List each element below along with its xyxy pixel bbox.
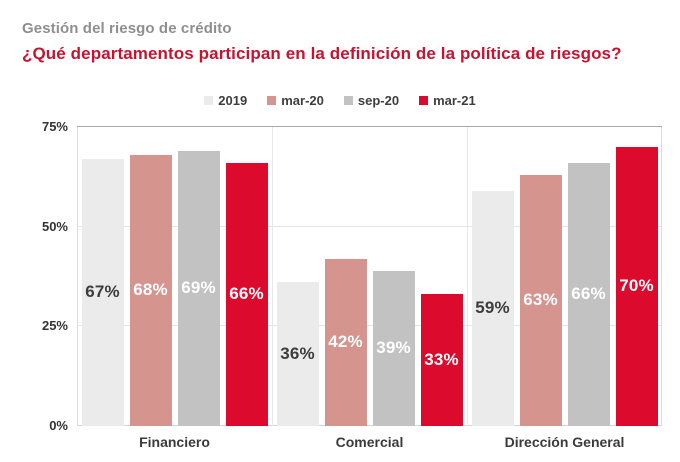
bar: 42% [324, 258, 367, 426]
x-axis-category-label: Financiero [139, 434, 210, 450]
legend-item: 2019 [204, 93, 247, 108]
legend-swatch-icon [419, 96, 429, 105]
gridline [77, 126, 662, 127]
plot-right-border [661, 127, 662, 426]
bar-group: 59% 63% 66% 70% [467, 127, 662, 426]
bar-value-label: 33% [424, 350, 459, 370]
y-axis-tick-label: 75% [41, 119, 68, 134]
bar-value-label: 42% [328, 332, 363, 352]
bar-value-label: 67% [85, 282, 120, 302]
x-axis-category-label: Dirección General [504, 434, 625, 450]
bar: 39% [372, 270, 415, 426]
bar: 66% [225, 162, 268, 426]
bar: 68% [129, 154, 172, 426]
x-axis: Financiero Comercial Dirección General [77, 434, 662, 450]
legend-swatch-icon [267, 96, 277, 105]
page-title: Gestión del riesgo de crédito [22, 20, 232, 37]
legend-label: mar-20 [281, 93, 324, 108]
gridline [77, 425, 662, 426]
bar-value-label: 36% [280, 344, 315, 364]
bar-value-label: 68% [133, 280, 168, 300]
bar: 33% [420, 294, 463, 426]
gridline [77, 225, 662, 227]
legend-label: sep-20 [357, 93, 400, 108]
bar-value-label: 66% [571, 284, 606, 304]
group-separator [271, 127, 273, 426]
bar: 66% [567, 162, 610, 426]
legend-label: mar-21 [433, 93, 476, 108]
bar: 69% [177, 150, 220, 426]
bar: 67% [81, 158, 124, 426]
bar-value-label: 69% [181, 278, 216, 298]
bar: 36% [276, 282, 319, 426]
bar-value-label: 39% [376, 338, 411, 358]
gridline [77, 325, 662, 327]
bar-group: 67% 68% 69% 66% [77, 127, 272, 426]
legend: 2019 mar-20 sep-20 mar-21 [0, 93, 680, 108]
legend-item: sep-20 [343, 93, 400, 108]
x-axis-category-label: Comercial [335, 434, 404, 450]
y-axis-tick-label: 50% [41, 218, 68, 234]
bar-group: 36% 42% 39% 33% [272, 127, 467, 426]
bar: 70% [615, 146, 658, 426]
bar-value-label: 63% [523, 290, 558, 310]
legend-item: mar-21 [419, 93, 476, 108]
bar-groups: 67% 68% 69% 66% 36% 42% 39% 33% 59% 63% 66% 70% [77, 127, 662, 426]
page-subtitle: ¿Qué departamentos participan en la defi… [22, 44, 622, 63]
bar-value-label: 59% [475, 298, 510, 318]
legend-swatch-icon [204, 96, 214, 105]
bar-value-label: 66% [229, 284, 264, 304]
legend-label: 2019 [218, 93, 248, 108]
bar: 63% [519, 174, 562, 426]
legend-item: mar-20 [267, 93, 324, 108]
bar-value-label: 70% [619, 276, 654, 296]
y-axis: 0% 25% 50% 75% [22, 119, 68, 433]
plot-left-border [77, 127, 78, 426]
y-axis-tick-label: 25% [41, 318, 68, 334]
plot-area: 67% 68% 69% 66% 36% 42% 39% 33% 59% 63% 66% 70% [77, 126, 662, 426]
legend-swatch-icon [343, 96, 353, 105]
group-separator [466, 127, 468, 426]
bar: 59% [471, 190, 514, 426]
y-axis-tick-label: 0% [49, 418, 68, 433]
